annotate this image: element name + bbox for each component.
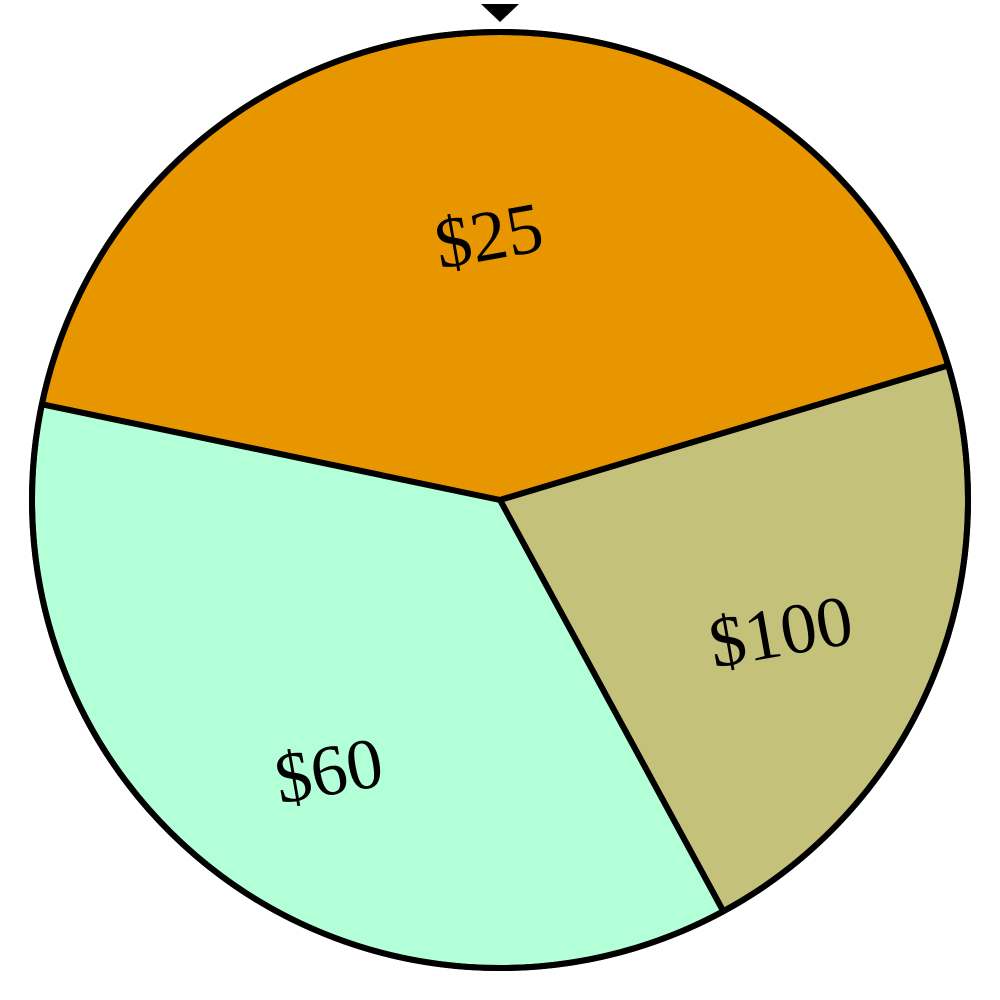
sector-label: $60 (269, 722, 389, 820)
wheel-labels: $25$100$60 (269, 187, 859, 820)
pointer-triangle-icon (481, 4, 519, 22)
wheel-rim (29, 29, 971, 971)
sector-label: $25 (429, 187, 549, 285)
wheel-sectors (29, 29, 971, 971)
